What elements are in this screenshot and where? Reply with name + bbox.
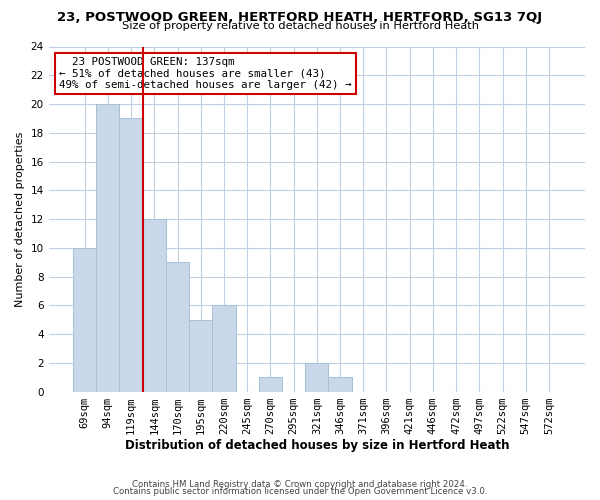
Bar: [96, 104, 119, 392]
Bar: [259, 377, 282, 392]
Bar: [189, 320, 212, 392]
Bar: [143, 219, 166, 392]
Text: Contains public sector information licensed under the Open Government Licence v3: Contains public sector information licen…: [113, 487, 487, 496]
Bar: [212, 306, 236, 392]
Text: Size of property relative to detached houses in Hertford Heath: Size of property relative to detached ho…: [121, 21, 479, 31]
Bar: [119, 118, 143, 392]
Y-axis label: Number of detached properties: Number of detached properties: [15, 132, 25, 306]
Text: Contains HM Land Registry data © Crown copyright and database right 2024.: Contains HM Land Registry data © Crown c…: [132, 480, 468, 489]
Bar: [328, 377, 352, 392]
Text: 23, POSTWOOD GREEN, HERTFORD HEATH, HERTFORD, SG13 7QJ: 23, POSTWOOD GREEN, HERTFORD HEATH, HERT…: [58, 11, 542, 24]
Bar: [166, 262, 189, 392]
Bar: [73, 248, 96, 392]
X-axis label: Distribution of detached houses by size in Hertford Heath: Distribution of detached houses by size …: [125, 440, 509, 452]
Text: 23 POSTWOOD GREEN: 137sqm  
← 51% of detached houses are smaller (43)
49% of sem: 23 POSTWOOD GREEN: 137sqm ← 51% of detac…: [59, 57, 352, 90]
Bar: [305, 363, 328, 392]
